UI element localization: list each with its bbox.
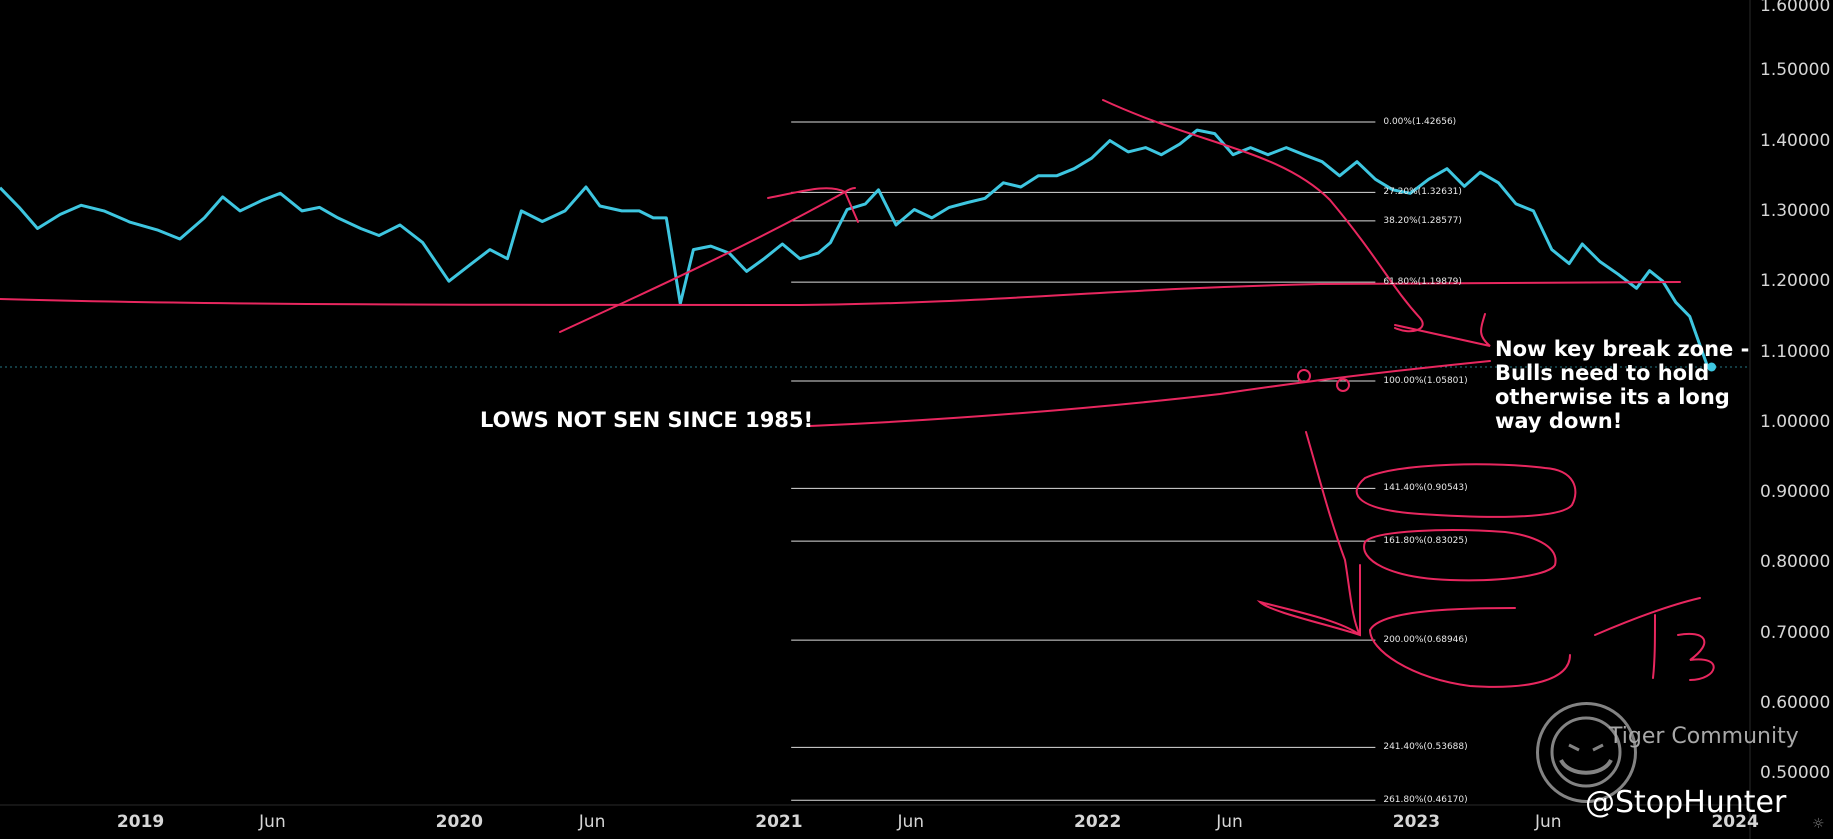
y-tick-label: 0.80000 <box>1760 552 1831 573</box>
fib-level-label: 200.00%(0.68946) <box>1383 635 1468 646</box>
arrow-head <box>1394 313 1491 347</box>
t3-mark <box>1594 597 1715 681</box>
target-circle-1 <box>1355 463 1577 518</box>
y-tick-label: 1.10000 <box>1760 341 1831 362</box>
fib-level-label: 141.40%(0.90543) <box>1383 483 1468 494</box>
hand-drawings <box>0 99 1715 688</box>
fib-level-label: 161.80%(0.83025) <box>1383 536 1468 547</box>
y-tick-label: 1.30000 <box>1760 200 1831 221</box>
low-marker-1 <box>1297 369 1311 383</box>
y-tick-label: 1.60000 <box>1760 0 1831 16</box>
last-price-dot <box>1707 362 1717 372</box>
watermark-text: Tiger Community <box>1609 724 1799 749</box>
sun-icon[interactable]: ☼ <box>1812 816 1825 832</box>
fib-level-label: 61.80%(1.19879) <box>1383 277 1462 288</box>
y-tick-label: 0.90000 <box>1760 482 1831 503</box>
fibonacci-lines <box>791 121 1376 801</box>
x-tick-label: 2023 <box>1392 812 1441 832</box>
fib-level-label: 38.20%(1.28577) <box>1383 215 1462 226</box>
lower-trendline <box>809 360 1491 427</box>
y-tick-label: 0.50000 <box>1760 763 1831 784</box>
annotation-lows: LOWS NOT SEN SINCE 1985! <box>480 408 814 432</box>
author-handle: @StopHunter <box>1585 785 1787 820</box>
target-circle-3 <box>1368 607 1571 688</box>
support-curve <box>0 281 1681 307</box>
annotation-break-zone: Now key break zone - Bulls need to hold … <box>1495 337 1750 433</box>
y-tick-label: 1.00000 <box>1760 411 1831 432</box>
x-tick-label: 2020 <box>435 812 483 832</box>
x-tick-label: 2021 <box>755 812 803 832</box>
tiger-logo-icon <box>1536 702 1637 803</box>
fib-level-label: 241.40%(0.53688) <box>1383 742 1468 753</box>
drop-arrow <box>1256 431 1361 637</box>
y-tick-label: 1.40000 <box>1760 130 1831 151</box>
x-tick-label: Jun <box>578 812 606 832</box>
rising-trendline <box>559 187 856 333</box>
target-circle-2 <box>1363 529 1557 582</box>
fib-level-label: 261.80%(0.46170) <box>1383 795 1468 806</box>
fib-level-label: 27.20%(1.32631) <box>1383 187 1462 198</box>
x-tick-label: Jun <box>1216 812 1243 832</box>
price-line <box>0 128 1713 369</box>
y-tick-label: 1.20000 <box>1760 271 1831 292</box>
fib-level-label: 0.00%(1.42656) <box>1383 116 1457 127</box>
x-tick-label: Jun <box>897 812 925 832</box>
x-tick-label: 2024 <box>1711 812 1759 832</box>
x-tick-label: 2022 <box>1074 812 1122 832</box>
y-tick-label: 0.60000 <box>1760 693 1831 714</box>
x-tick-label: Jun <box>1534 812 1562 832</box>
low-marker-2 <box>1336 378 1350 392</box>
wedge-mark <box>767 187 859 223</box>
x-tick-label: Jun <box>259 812 286 832</box>
descending-curve <box>1102 99 1424 333</box>
y-tick-label: 1.50000 <box>1760 60 1831 81</box>
fib-level-label: 100.00%(1.05801) <box>1383 376 1468 387</box>
x-tick-label: 2019 <box>116 812 165 832</box>
y-tick-label: 0.70000 <box>1760 622 1831 643</box>
